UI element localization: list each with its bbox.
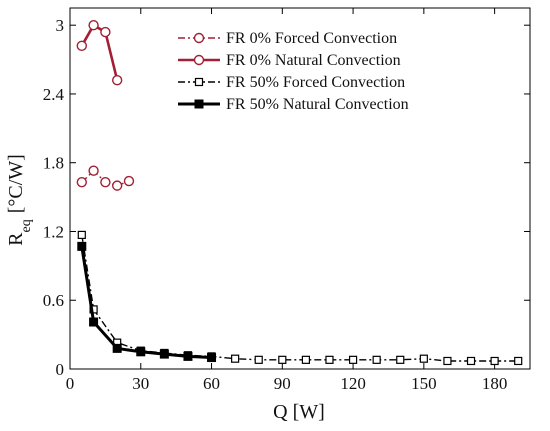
series-line: [80, 246, 212, 359]
y-tick-label: 1.8: [43, 154, 64, 173]
data-point: [100, 176, 111, 188]
y-tick-label: 2.4: [43, 85, 65, 104]
data-point: [231, 354, 240, 363]
series-2: [76, 19, 123, 86]
data-point: [159, 349, 169, 359]
x-tick-label: 180: [482, 374, 508, 393]
series-line: [80, 23, 119, 81]
x-axis-label: Q [W]: [273, 401, 325, 423]
data-point: [514, 356, 523, 366]
data-point: [77, 230, 86, 240]
data-point: [111, 180, 123, 191]
data-point: [348, 355, 358, 364]
legend-entry-4: FR 50% Natural Convection: [178, 96, 409, 113]
data-point: [100, 26, 111, 38]
legend-marker: [193, 54, 205, 66]
data-point: [88, 19, 99, 31]
y-tick-label: 0.6: [43, 291, 64, 310]
x-tick-label: 90: [274, 374, 291, 393]
y-tick-label: 3: [56, 16, 65, 35]
data-point: [325, 355, 334, 364]
x-tick-label: 120: [340, 374, 366, 393]
data-point: [89, 317, 99, 327]
data-point: [111, 74, 123, 86]
data-point: [443, 356, 452, 366]
y-tick-label: 1.2: [43, 222, 64, 241]
legend-label: FR 50% Natural Convection: [226, 96, 409, 113]
data-point: [490, 356, 499, 366]
data-point: [278, 355, 287, 364]
data-point: [207, 353, 217, 363]
data-point: [396, 355, 405, 364]
plot-frame: [69, 7, 531, 370]
x-tick-label: 60: [203, 374, 220, 393]
data-point: [419, 354, 428, 363]
legend-entry-2: FR 0% Natural Convection: [178, 52, 401, 69]
data-point: [183, 351, 193, 361]
data-point: [76, 176, 87, 188]
series-1: [76, 165, 135, 191]
legend-entry-1: FR 0% Forced Convection: [178, 30, 397, 47]
series-line: [81, 234, 519, 362]
legend-label: FR 0% Forced Convection: [226, 30, 397, 47]
data-point: [136, 347, 146, 357]
data-point: [301, 355, 310, 364]
legend-marker: [194, 77, 204, 87]
series-3: [77, 230, 523, 366]
data-point: [254, 355, 263, 364]
x-tick-label: 30: [132, 374, 149, 393]
x-tick-label: 0: [66, 374, 75, 393]
x-tick-label: 150: [411, 374, 437, 393]
legend: FR 0% Forced Convection FR 0% Natural Con…: [178, 30, 409, 113]
y-tick-label: 0: [56, 360, 65, 379]
data-point: [112, 343, 122, 353]
legend-marker: [193, 32, 205, 44]
legend-marker: [194, 99, 204, 109]
data-point: [466, 356, 476, 366]
data-point: [88, 165, 99, 176]
legend-entry-3: FR 50% Forced Convection: [178, 74, 405, 91]
series-layer: [76, 19, 523, 366]
data-point: [123, 175, 135, 187]
data-point: [77, 241, 87, 251]
axis-labels: Q [W] Req[°C/W]: [5, 154, 325, 423]
legend-label: FR 0% Natural Convection: [226, 52, 401, 69]
y-axis-label: Req[°C/W]: [5, 154, 34, 246]
series-4: [77, 241, 217, 363]
data-point: [76, 40, 87, 52]
legend-label: FR 50% Forced Convection: [226, 74, 405, 91]
data-point: [372, 355, 381, 364]
plot-area: 0 30 60 90 120 150 180 0 0.6 1.2 1.8 2.4 3: [43, 7, 531, 393]
